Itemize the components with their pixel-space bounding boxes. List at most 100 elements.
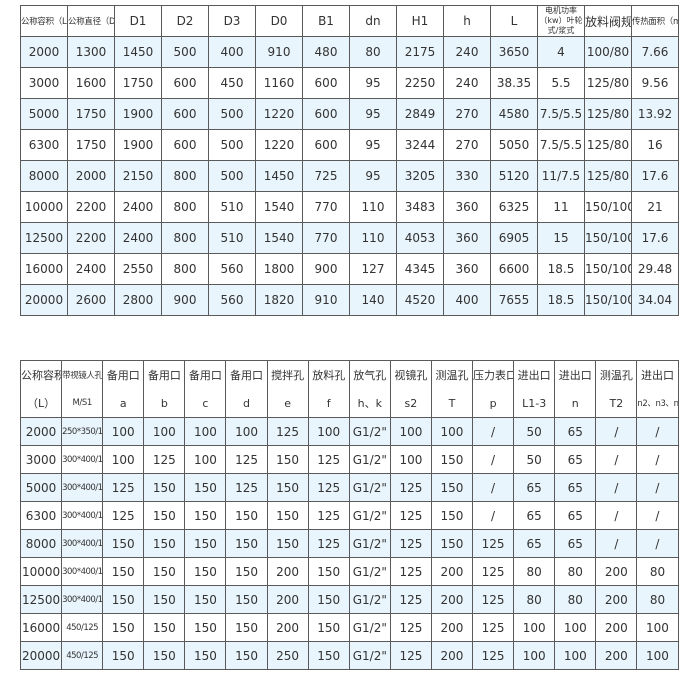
table-cell: 13.92 xyxy=(631,98,679,130)
table-cell: / xyxy=(595,529,638,558)
table-row: 12500300*400/125150150150150200150G1/2"1… xyxy=(19,585,679,614)
table-cell: 3000 xyxy=(19,445,63,474)
table-cell: 150 xyxy=(266,445,309,474)
column-header: D2 xyxy=(161,5,209,37)
table-cell: 500 xyxy=(208,129,256,161)
table-cell: 125 xyxy=(472,613,515,642)
table-cell: 100 xyxy=(636,613,679,642)
table-cell: / xyxy=(636,473,679,502)
table-cell: 80 xyxy=(636,557,679,586)
table-cell: 800 xyxy=(161,253,209,285)
table-cell: 1750 xyxy=(67,98,115,130)
table-cell: 300*400/125 xyxy=(61,501,104,530)
table-cell: 910 xyxy=(302,284,350,316)
table-cell: 300*400/100 xyxy=(61,445,104,474)
table-cell: 7655 xyxy=(490,284,538,316)
table-cell: 65 xyxy=(513,473,556,502)
table-cell: 300*400/125 xyxy=(61,473,104,502)
table-cell: 360 xyxy=(443,191,491,223)
table-cell: 360 xyxy=(443,222,491,254)
table-cell: 125 xyxy=(102,501,145,530)
table-cell: 910 xyxy=(255,36,303,68)
table-cell: 100 xyxy=(430,417,474,446)
table-cell: 5000 xyxy=(20,98,68,130)
table-cell: 150 xyxy=(430,501,474,530)
table-cell: 80 xyxy=(513,557,556,586)
table-cell: 100/80 xyxy=(584,36,632,68)
column-subheader: b xyxy=(143,389,186,418)
table-cell: 150/100 xyxy=(584,284,632,316)
column-header: D3 xyxy=(208,5,256,37)
table-cell: 300*400/125 xyxy=(61,557,104,586)
table-cell: 125/80 xyxy=(584,129,632,161)
table-cell: 65 xyxy=(554,417,597,446)
table-cell: 100 xyxy=(513,641,556,670)
table-cell: 2800 xyxy=(114,284,162,316)
column-header: h xyxy=(443,5,491,37)
table-cell: 1450 xyxy=(255,160,303,192)
table-cell: 300*400/125 xyxy=(61,585,104,614)
column-header: 备用口 xyxy=(143,360,186,389)
table-cell: 10000 xyxy=(19,557,63,586)
table-cell: / xyxy=(595,473,638,502)
table-cell: 100 xyxy=(184,417,227,446)
column-header: 带视镜人孔 xyxy=(61,360,104,389)
table-cell: 125 xyxy=(266,417,309,446)
column-subheader: p xyxy=(472,389,515,418)
table-cell: 65 xyxy=(554,445,597,474)
table-cell: 150 xyxy=(307,641,350,670)
table-cell: 50 xyxy=(513,445,556,474)
table-cell: 150 xyxy=(102,529,145,558)
table-cell: 11 xyxy=(537,191,585,223)
table-cell: 5.5 xyxy=(537,67,585,99)
table-cell: 200 xyxy=(595,585,638,614)
table-cell: 900 xyxy=(302,253,350,285)
table-cell: 16 xyxy=(631,129,679,161)
table-cell: G1/2" xyxy=(348,501,391,530)
table-cell: 150 xyxy=(143,529,186,558)
table-cell: 600 xyxy=(161,67,209,99)
column-header: D0 xyxy=(255,5,303,37)
table-header-row: 公称容积（L）公称直径（DN）D1D2D3D0B1dnH1hL电机功率（kw）叶… xyxy=(20,5,679,37)
table-cell: 16000 xyxy=(19,613,63,642)
table-cell: 127 xyxy=(349,253,397,285)
table-cell: 125 xyxy=(307,529,350,558)
table-cell: 2849 xyxy=(396,98,444,130)
table-cell: 2150 xyxy=(114,160,162,192)
table-cell: 1900 xyxy=(114,129,162,161)
table-cell: 150 xyxy=(143,557,186,586)
table-cell: 125 xyxy=(472,529,515,558)
table-row: 16000 2400 2550 800 560 1800 900 127 4345 360 6600… xyxy=(20,253,679,285)
table-cell: 600 xyxy=(161,98,209,130)
table-cell: 150 xyxy=(184,613,227,642)
column-header: 压力表口 xyxy=(472,360,515,389)
table-cell: 200 xyxy=(595,613,638,642)
table-cell: 1220 xyxy=(255,129,303,161)
column-header: 放料孔 xyxy=(307,360,350,389)
table-cell: 1220 xyxy=(255,98,303,130)
table-row: 20000 2600 2800 900 560 1820 910 140 4520 400 7655… xyxy=(20,284,679,316)
table-cell: 100 xyxy=(102,445,145,474)
table-cell: 34.04 xyxy=(631,284,679,316)
table-cell: 125 xyxy=(389,641,432,670)
column-header: D1 xyxy=(114,5,162,37)
table-cell: 1800 xyxy=(255,253,303,285)
table-cell: 140 xyxy=(349,284,397,316)
table-cell: 17.6 xyxy=(631,222,679,254)
table-cell: 400 xyxy=(208,36,256,68)
table-cell: 65 xyxy=(554,529,597,558)
table-cell: 12500 xyxy=(19,585,63,614)
table-cell: 600 xyxy=(302,98,350,130)
table-cell: 65 xyxy=(554,501,597,530)
column-header: 备用口 xyxy=(184,360,227,389)
table-cell: 600 xyxy=(161,129,209,161)
table-cell: 50 xyxy=(513,417,556,446)
column-subheader: n xyxy=(554,389,597,418)
table-header-row: 公称容积 带视镜人孔 备用口 备用口 备用口 备用口 搅拌孔 放料孔 放气孔 视镜孔 测温孔 压力表口… xyxy=(19,360,679,389)
table-cell: 150 xyxy=(184,501,227,530)
column-subheader: d xyxy=(225,389,268,418)
column-header: 公称容积 xyxy=(19,360,63,389)
column-header: 搅拌孔 xyxy=(266,360,309,389)
table-cell: 100 xyxy=(554,613,597,642)
